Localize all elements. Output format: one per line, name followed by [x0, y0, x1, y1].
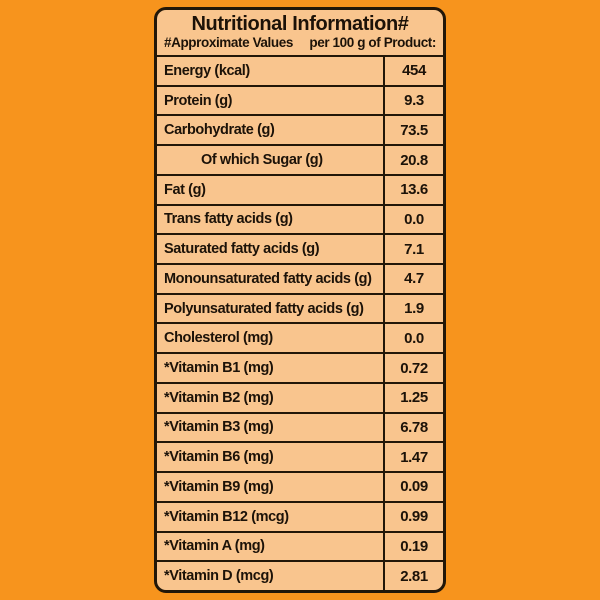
- table-row: *Vitamin B2 (mg) 1.25: [157, 381, 443, 412]
- per-100g-note: per 100 g of Product:: [309, 35, 436, 51]
- nutrient-label: Trans fatty acids (g): [157, 205, 385, 234]
- nutrient-value: 2.81: [400, 567, 428, 585]
- nutrient-value: 9.3: [404, 92, 424, 110]
- nutrient-value: 73.5: [400, 121, 428, 139]
- table-row: *Vitamin B1 (mg) 0.72: [157, 352, 443, 382]
- nutrient-label: Protein (g): [157, 86, 385, 115]
- nutrition-facts-table: Nutritional Information# #Approximate Va…: [154, 7, 446, 593]
- nutrient-label: *Vitamin B1 (mg): [157, 354, 385, 382]
- nutrient-value: 13.6: [400, 181, 428, 199]
- nutrient-value: 20.8: [400, 151, 428, 169]
- nutrient-value: 1.47: [400, 448, 428, 466]
- nutrient-label: Cholesterol (mg): [157, 324, 385, 353]
- nutrient-label: Polyunsaturated fatty acids (g): [157, 294, 385, 323]
- nutrient-label: *Vitamin B9 (mg): [157, 473, 385, 501]
- nutrient-value: 454: [402, 62, 426, 80]
- table-row: Fat (g) 13.6: [157, 173, 443, 204]
- nutrient-label: Fat (g): [157, 175, 385, 204]
- nutrient-label: Of which Sugar (g): [157, 146, 385, 174]
- table-body: Energy (kcal) 454 Protein (g) 9.3 Carbohydra…: [157, 57, 443, 590]
- table-row: *Vitamin B3 (mg) 6.78: [157, 411, 443, 442]
- table-row: *Vitamin B12 (mcg) 0.99: [157, 500, 443, 531]
- nutrient-value: 0.19: [400, 537, 428, 555]
- table-row: Polyunsaturated fatty acids (g) 1.9: [157, 292, 443, 323]
- nutrient-label: *Vitamin B12 (mcg): [157, 502, 385, 531]
- table-row: *Vitamin B9 (mg) 0.09: [157, 471, 443, 501]
- nutrient-value: 0.99: [400, 508, 428, 526]
- table-row: Energy (kcal) 454: [157, 57, 443, 85]
- nutrient-value: 4.7: [404, 270, 424, 288]
- nutrient-label: Energy (kcal): [157, 57, 385, 85]
- nutrient-label: *Vitamin B2 (mg): [157, 383, 385, 412]
- nutrient-value: 1.25: [400, 389, 428, 407]
- nutrient-label: *Vitamin B3 (mg): [157, 413, 385, 442]
- nutrient-value: 0.0: [404, 329, 424, 347]
- table-title: Nutritional Information#: [191, 13, 409, 36]
- nutrient-value: 1.9: [404, 300, 424, 318]
- table-row: Of which Sugar (g) 20.8: [157, 144, 443, 174]
- table-row: *Vitamin D (mcg) 2.81: [157, 560, 443, 590]
- nutrient-label: *Vitamin B6 (mg): [157, 443, 385, 472]
- table-header: Nutritional Information# #Approximate Va…: [157, 10, 443, 57]
- table-row: Monounsaturated fatty acids (g) 4.7: [157, 263, 443, 293]
- nutrient-label: Monounsaturated fatty acids (g): [157, 265, 385, 293]
- nutrient-label: *Vitamin A (mg): [157, 532, 385, 561]
- nutrient-value: 0.09: [400, 478, 428, 496]
- table-row: *Vitamin B6 (mg) 1.47: [157, 441, 443, 472]
- nutrient-label: *Vitamin D (mcg): [157, 562, 385, 590]
- table-row: Trans fatty acids (g) 0.0: [157, 203, 443, 234]
- table-subtitle: #Approximate Values per 100 g of Product…: [163, 35, 437, 51]
- nutrient-value: 7.1: [404, 240, 424, 258]
- nutrient-value: 0.0: [404, 210, 424, 228]
- table-row: Cholesterol (mg) 0.0: [157, 322, 443, 353]
- table-row: Carbohydrate (g) 73.5: [157, 114, 443, 145]
- table-row: *Vitamin A (mg) 0.19: [157, 530, 443, 561]
- nutrient-value: 0.72: [400, 359, 428, 377]
- nutrient-value: 6.78: [400, 418, 428, 436]
- nutrient-label: Carbohydrate (g): [157, 116, 385, 145]
- table-row: Protein (g) 9.3: [157, 84, 443, 115]
- approximate-values-note: #Approximate Values: [164, 35, 293, 51]
- table-row: Saturated fatty acids (g) 7.1: [157, 233, 443, 264]
- nutrient-label: Saturated fatty acids (g): [157, 235, 385, 264]
